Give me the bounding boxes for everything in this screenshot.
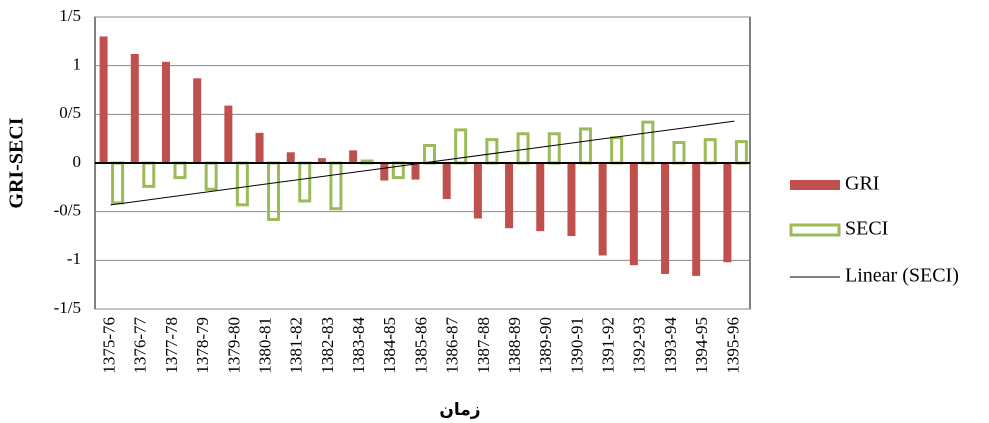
bar	[111, 161, 125, 205]
bar	[235, 161, 249, 207]
x-tick-label: 1381-82	[287, 317, 306, 374]
bar	[142, 161, 156, 188]
bar	[317, 158, 326, 163]
bar	[723, 163, 732, 263]
bar	[516, 132, 530, 165]
bar	[641, 120, 655, 165]
bar	[610, 136, 624, 165]
bar	[267, 161, 281, 221]
legend-label: Linear (SECI)	[845, 265, 959, 287]
bar	[349, 150, 358, 163]
x-tick-label: 1386-87	[443, 317, 462, 374]
y-tick-label: 1	[73, 55, 82, 74]
bar	[380, 163, 389, 181]
bar	[547, 132, 561, 165]
bar	[505, 163, 514, 229]
y-tick-label: 1/5	[59, 6, 81, 25]
bar	[204, 161, 218, 191]
bar	[99, 36, 108, 163]
y-axis-label: GRI-SECI	[6, 117, 28, 208]
bar	[485, 138, 499, 165]
x-tick-label: 1394-95	[692, 317, 711, 374]
x-tick-label: 1380-81	[255, 317, 274, 374]
bar	[629, 163, 638, 266]
bar	[578, 127, 592, 165]
legend-label: SECI	[845, 218, 888, 240]
x-tick-label: 1382-83	[318, 317, 337, 374]
bar	[173, 161, 187, 180]
bar	[391, 161, 405, 180]
x-tick-label: 1387-88	[474, 317, 493, 374]
x-tick-label: 1393-94	[661, 317, 680, 374]
bar	[536, 163, 545, 232]
bar	[703, 138, 717, 165]
x-tick-label: 1378-79	[193, 317, 212, 374]
bar	[255, 132, 264, 163]
legend-swatch	[790, 180, 840, 190]
x-tick-label: 1377-78	[162, 317, 181, 374]
x-tick-label: 1379-80	[224, 317, 243, 374]
bar	[473, 163, 482, 219]
x-tick-label: 1376-77	[131, 317, 150, 374]
x-tick-label: 1383-84	[349, 317, 368, 374]
bar	[442, 163, 451, 200]
x-axis-label: زمان	[439, 400, 480, 420]
bar	[423, 143, 436, 165]
bar	[193, 78, 202, 163]
y-tick-label: 0/5	[59, 103, 81, 122]
legend-label: GRI	[845, 173, 879, 195]
x-tick-label: 1390-91	[567, 317, 586, 374]
bar	[329, 161, 343, 211]
x-tick-label: 1392-93	[630, 317, 649, 374]
trendline	[110, 120, 735, 206]
x-tick-label: 1395-96	[723, 317, 742, 374]
x-tick-label: 1385-86	[411, 317, 430, 374]
bar	[672, 141, 686, 165]
legend-swatch	[789, 223, 841, 237]
bar	[298, 161, 312, 203]
bar	[598, 163, 607, 256]
y-tick-label: -0/5	[54, 201, 81, 220]
x-tick-label: 1384-85	[380, 317, 399, 374]
bar	[130, 53, 139, 164]
bar	[224, 105, 233, 163]
bar	[692, 163, 701, 276]
x-tick-label: 1375-76	[100, 317, 119, 374]
bar	[734, 140, 748, 165]
x-tick-label: 1388-89	[505, 317, 524, 374]
bar	[567, 163, 576, 236]
bar	[411, 163, 420, 180]
y-tick-label: 0	[73, 152, 82, 171]
x-tick-label: 1389-90	[536, 317, 555, 374]
x-tick-label: 1391-92	[599, 317, 618, 374]
bar	[286, 152, 295, 163]
y-tick-label: -1	[67, 249, 81, 268]
bar	[661, 163, 670, 274]
y-tick-label: -1/5	[54, 298, 81, 317]
bar	[161, 61, 170, 164]
